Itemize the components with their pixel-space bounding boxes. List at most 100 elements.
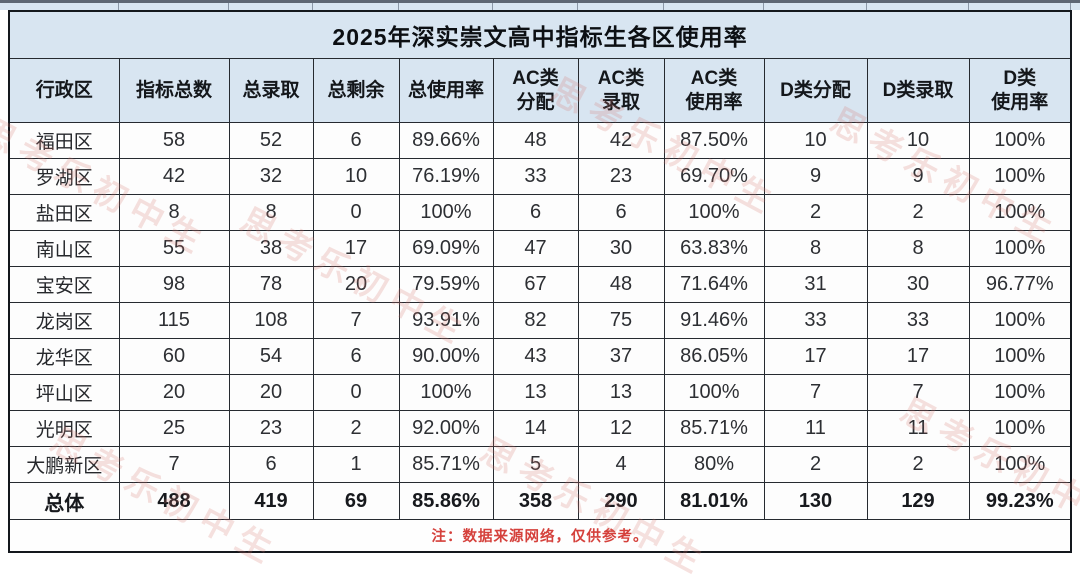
column-header: 总录取	[228, 58, 314, 123]
total-value-cell: 130	[763, 482, 868, 520]
value-cell: 7	[763, 374, 868, 411]
value-cell: 43	[492, 338, 579, 375]
value-cell: 6	[577, 194, 665, 231]
value-cell: 67	[492, 266, 579, 303]
total-value-cell: 129	[866, 482, 970, 520]
table-row: 南山区 55 38 17 69.09% 47 30 63.83% 8 8 100%	[8, 230, 1072, 267]
column-divider	[398, 3, 399, 13]
district-cell: 龙华区	[8, 338, 120, 375]
value-cell: 33	[866, 302, 970, 339]
value-cell: 93.91%	[398, 302, 494, 339]
value-cell: 2	[763, 194, 868, 231]
column-divider	[663, 3, 664, 13]
district-cell: 宝安区	[8, 266, 120, 303]
value-cell: 6	[492, 194, 579, 231]
note-row: 注：数据来源网络，仅供参考。	[8, 519, 1072, 553]
value-cell: 8	[866, 230, 970, 267]
value-cell: 60	[118, 338, 230, 375]
column-divider	[312, 3, 313, 13]
value-cell: 4	[577, 446, 665, 483]
column-header: 指标总数	[118, 58, 230, 123]
column-divider	[763, 3, 764, 13]
value-cell: 13	[492, 374, 579, 411]
column-header: 行政区	[8, 58, 120, 123]
district-cell: 盐田区	[8, 194, 120, 231]
cropped-row-above	[0, 0, 1080, 13]
district-cell: 罗湖区	[8, 158, 120, 195]
value-cell: 100%	[663, 374, 765, 411]
district-cell: 光明区	[8, 410, 120, 447]
column-header: AC类 分配	[492, 58, 579, 123]
value-cell: 0	[312, 194, 400, 231]
source-note: 注：数据来源网络，仅供参考。	[8, 519, 1072, 553]
table-row: 宝安区 98 78 20 79.59% 67 48 71.64% 31 30 96.77%	[8, 266, 1072, 303]
value-cell: 33	[492, 158, 579, 195]
value-cell: 32	[228, 158, 314, 195]
table-row: 龙岗区 115 108 7 93.91% 82 75 91.46% 33 33 100%	[8, 302, 1072, 339]
column-divider	[577, 3, 578, 13]
value-cell: 9	[763, 158, 868, 195]
value-cell: 47	[492, 230, 579, 267]
value-cell: 6	[228, 446, 314, 483]
value-cell: 90.00%	[398, 338, 494, 375]
header-row: 行政区 指标总数 总录取 总剩余 总使用率 AC类 分配 AC类 录取 AC类 使用率 D类分配 D类录…	[8, 58, 1072, 123]
page-title: 2025年深实崇文高中指标生各区使用率	[8, 10, 1072, 59]
value-cell: 8	[228, 194, 314, 231]
value-cell: 100%	[398, 194, 494, 231]
column-header: 总剩余	[312, 58, 400, 123]
value-cell: 100%	[968, 230, 1072, 267]
value-cell: 80%	[663, 446, 765, 483]
value-cell: 100%	[968, 446, 1072, 483]
value-cell: 0	[312, 374, 400, 411]
district-cell: 龙岗区	[8, 302, 120, 339]
table-row: 罗湖区 42 32 10 76.19% 33 23 69.70% 9 9 100%	[8, 158, 1072, 195]
table-row: 龙华区 60 54 6 90.00% 43 37 86.05% 17 17 100%	[8, 338, 1072, 375]
value-cell: 33	[763, 302, 868, 339]
value-cell: 82	[492, 302, 579, 339]
column-header: D类 使用率	[968, 58, 1072, 123]
total-value-cell: 81.01%	[663, 482, 765, 520]
table-row: 光明区 25 23 2 92.00% 14 12 85.71% 11 11 100%	[8, 410, 1072, 447]
total-value-cell: 99.23%	[968, 482, 1072, 520]
total-value-cell: 85.86%	[398, 482, 494, 520]
value-cell: 100%	[968, 122, 1072, 159]
value-cell: 11	[866, 410, 970, 447]
value-cell: 10	[866, 122, 970, 159]
value-cell: 69.70%	[663, 158, 765, 195]
value-cell: 8	[763, 230, 868, 267]
value-cell: 23	[577, 158, 665, 195]
total-value-cell: 290	[577, 482, 665, 520]
value-cell: 108	[228, 302, 314, 339]
district-cell: 南山区	[8, 230, 120, 267]
column-divider	[866, 3, 867, 13]
value-cell: 55	[118, 230, 230, 267]
value-cell: 2	[866, 194, 970, 231]
value-cell: 75	[577, 302, 665, 339]
value-cell: 100%	[968, 194, 1072, 231]
column-header: D类录取	[866, 58, 970, 123]
value-cell: 7	[312, 302, 400, 339]
column-header: AC类 使用率	[663, 58, 765, 123]
column-header: D类分配	[763, 58, 868, 123]
district-cell: 福田区	[8, 122, 120, 159]
total-value-cell: 419	[228, 482, 314, 520]
value-cell: 48	[577, 266, 665, 303]
value-cell: 54	[228, 338, 314, 375]
value-cell: 25	[118, 410, 230, 447]
column-divider	[228, 3, 229, 13]
value-cell: 63.83%	[663, 230, 765, 267]
value-cell: 42	[577, 122, 665, 159]
total-value-cell: 69	[312, 482, 400, 520]
value-cell: 100%	[968, 374, 1072, 411]
value-cell: 76.19%	[398, 158, 494, 195]
column-header: 总使用率	[398, 58, 494, 123]
district-cell: 坪山区	[8, 374, 120, 411]
column-divider	[1070, 3, 1071, 13]
value-cell: 100%	[663, 194, 765, 231]
total-value-cell: 488	[118, 482, 230, 520]
value-cell: 31	[763, 266, 868, 303]
value-cell: 42	[118, 158, 230, 195]
value-cell: 86.05%	[663, 338, 765, 375]
value-cell: 17	[312, 230, 400, 267]
value-cell: 92.00%	[398, 410, 494, 447]
